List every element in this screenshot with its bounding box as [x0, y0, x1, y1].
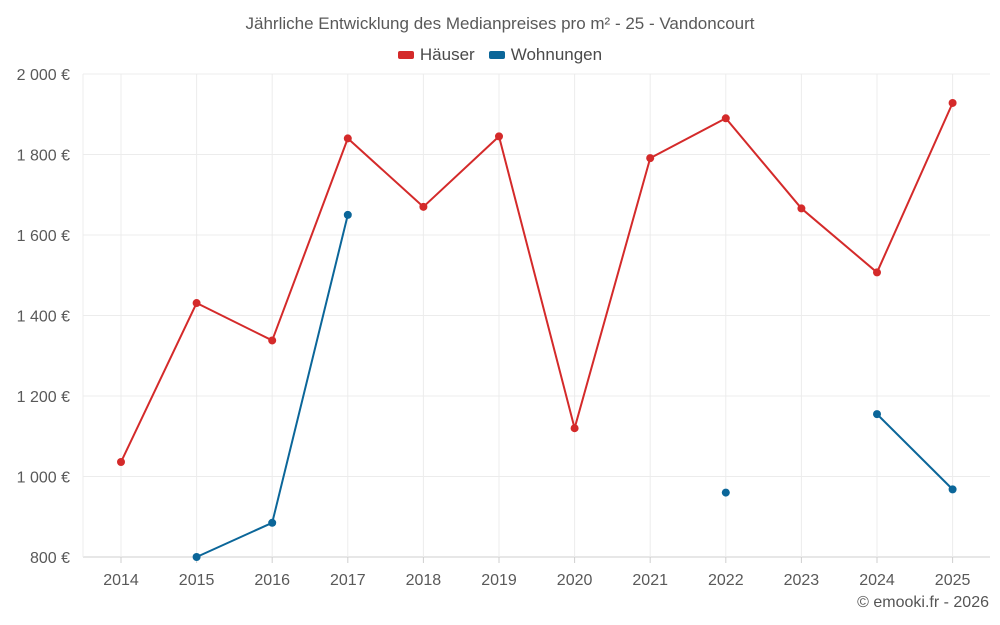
- data-point-apartments-2016: [268, 518, 277, 527]
- x-tick-label: 2014: [103, 572, 139, 589]
- y-tick-label: 800 €: [30, 550, 70, 567]
- series-line-houses: [120, 102, 954, 463]
- legend-label-apartments: Wohnungen: [510, 45, 603, 64]
- data-point-houses-2025: [948, 98, 957, 107]
- x-tick-label: 2016: [254, 572, 290, 589]
- chart-title: Jährliche Entwicklung des Medianpreises …: [245, 14, 755, 33]
- y-tick-label: 1 800 €: [17, 148, 70, 165]
- y-tick-label: 1 000 €: [17, 470, 70, 487]
- data-point-apartments-2015: [192, 553, 201, 561]
- data-point-houses-2014: [117, 458, 125, 467]
- legend-swatch-apartments: [488, 51, 505, 59]
- data-point-apartments-2022: [721, 488, 730, 497]
- legend-swatch-houses: [397, 51, 414, 59]
- y-tick-label: 1 400 €: [17, 309, 70, 326]
- data-point-houses-2015: [192, 299, 201, 308]
- data-point-apartments-2017: [343, 210, 352, 219]
- x-tick-label: 2017: [330, 572, 366, 589]
- y-tick-label: 2 000 €: [17, 67, 70, 84]
- legend-label-houses: Häuser: [419, 45, 475, 64]
- legend-item-houses[interactable]: Häuser: [397, 45, 475, 65]
- x-tick-label: 2021: [632, 572, 668, 589]
- x-tick-label: 2023: [784, 572, 820, 589]
- copyright-label: © emooki.fr - 2026: [857, 594, 989, 611]
- x-tick-label: 2025: [935, 572, 971, 589]
- x-tick-label: 2018: [406, 572, 442, 589]
- x-tick-label: 2020: [557, 572, 593, 589]
- legend: Häuser Wohnungen: [0, 45, 1000, 65]
- data-point-houses-2019: [495, 132, 503, 141]
- data-point-houses-2022: [721, 114, 730, 123]
- legend-item-apartments[interactable]: Wohnungen: [488, 45, 603, 65]
- data-point-houses-2023: [797, 204, 806, 213]
- data-point-houses-2021: [646, 154, 655, 163]
- y-tick-label: 1 200 €: [17, 389, 70, 406]
- y-tick-label: 1 600 €: [17, 228, 70, 245]
- data-point-houses-2024: [873, 268, 881, 277]
- data-point-houses-2017: [343, 134, 352, 143]
- data-point-apartments-2024: [873, 410, 881, 419]
- x-tick-label: 2019: [481, 572, 517, 589]
- data-point-houses-2018: [419, 202, 428, 211]
- x-tick-label: 2024: [859, 572, 895, 589]
- data-point-apartments-2025: [948, 485, 957, 494]
- data-point-houses-2016: [268, 336, 277, 345]
- x-tick-label: 2022: [708, 572, 744, 589]
- series-line-apartments: [876, 413, 954, 491]
- data-point-houses-2020: [570, 424, 579, 433]
- x-tick-label: 2015: [179, 572, 215, 589]
